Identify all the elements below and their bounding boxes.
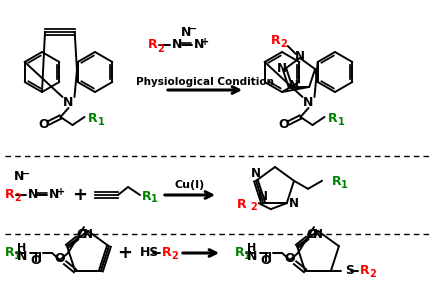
Text: N: N [28,188,38,201]
Text: N: N [83,229,93,242]
Text: 1: 1 [151,194,158,204]
Text: O: O [284,252,295,265]
Text: N: N [288,79,298,92]
Text: R: R [327,113,336,126]
Text: O: O [306,228,317,241]
Text: N: N [17,249,27,262]
Text: R: R [270,34,280,47]
Text: Physiological Condition: Physiological Condition [136,77,273,87]
Text: N: N [258,190,268,203]
Text: R: R [237,198,246,211]
Text: N: N [312,229,322,242]
Text: O: O [260,255,271,268]
Text: O: O [76,228,87,241]
Text: +: + [72,186,87,204]
Text: −: − [188,24,197,34]
Text: R: R [161,246,171,259]
Text: N: N [63,97,73,110]
Text: 1: 1 [98,117,105,127]
Text: 2: 2 [250,202,256,212]
Text: O: O [38,118,49,131]
Text: R: R [5,246,15,259]
Text: N: N [302,97,313,110]
Text: −: − [22,169,30,179]
Text: +: + [57,187,65,197]
Text: O: O [55,252,65,265]
Text: S: S [344,264,353,277]
Text: 2: 2 [280,39,286,49]
Text: N: N [171,38,182,52]
Text: 1: 1 [337,117,344,127]
Text: H: H [17,243,26,253]
Text: Cu(I): Cu(I) [174,180,205,190]
Text: R: R [141,189,151,203]
Text: O: O [278,118,288,131]
Text: R: R [234,246,244,259]
Text: H: H [247,243,256,253]
Text: 1: 1 [340,180,347,190]
Text: N: N [194,38,204,52]
Text: R: R [359,264,369,277]
Text: 2: 2 [171,251,178,261]
Text: R: R [5,188,15,201]
Text: R: R [88,113,97,126]
Text: R: R [148,38,157,52]
Text: O: O [31,255,41,268]
Text: R: R [331,175,341,188]
Text: N: N [294,50,304,63]
Text: N: N [250,167,260,180]
Text: N: N [14,171,24,184]
Text: N: N [246,249,256,262]
Text: 2: 2 [14,193,21,203]
Text: +: + [117,244,132,262]
Text: HS: HS [140,246,159,259]
Text: +: + [201,37,209,47]
Text: N: N [49,188,59,201]
Text: 1: 1 [14,251,21,261]
Text: 2: 2 [368,269,375,279]
Text: N: N [276,62,286,75]
Text: N: N [288,197,298,210]
Text: 1: 1 [243,251,250,261]
Text: 2: 2 [157,44,163,54]
Text: N: N [181,25,191,38]
